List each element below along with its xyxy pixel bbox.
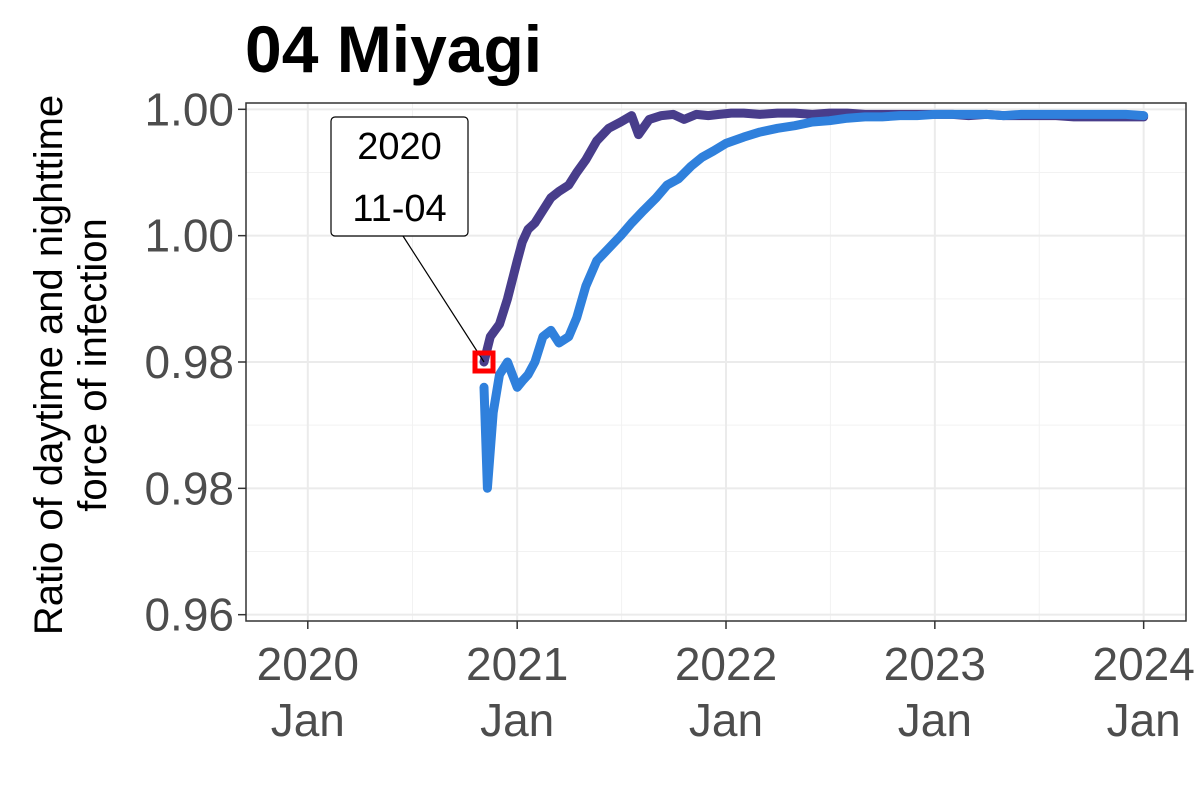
series-lines bbox=[479, 108, 1149, 493]
annotation-year: 2020 bbox=[357, 126, 442, 168]
y-axis-title: Ratio of daytime and nighttime force of … bbox=[27, 95, 115, 635]
x-tick-label-month: Jan bbox=[689, 694, 763, 746]
x-tick-label-year: 2023 bbox=[884, 638, 986, 690]
y-axis-title-line1: Ratio of daytime and nighttime bbox=[27, 95, 71, 635]
chart-title: 04 Miyagi bbox=[245, 12, 542, 86]
y-tick-label: 0.98 bbox=[144, 336, 234, 388]
annotation-leader-line bbox=[402, 235, 485, 363]
x-tick-label-month: Jan bbox=[480, 694, 554, 746]
x-tick-label-year: 2022 bbox=[675, 638, 777, 690]
annotation-month-day: 11-04 bbox=[352, 188, 446, 230]
x-tick-label-month: Jan bbox=[898, 694, 972, 746]
series-line-2 bbox=[479, 109, 1149, 493]
x-tick-label-year: 2024 bbox=[1092, 638, 1194, 690]
x-tick-label-year: 2021 bbox=[466, 638, 568, 690]
y-tick-label: 1.00 bbox=[144, 83, 234, 135]
date-annotation: 2020 11-04 bbox=[330, 116, 496, 374]
y-axis-ticks: 0.96 0.98 0.98 1.00 1.00 bbox=[144, 83, 246, 641]
y-tick-label: 1.00 bbox=[144, 210, 234, 262]
y-axis-title-line2: force of infection bbox=[71, 218, 115, 512]
x-tick-label-month: Jan bbox=[271, 694, 345, 746]
x-tick-label-year: 2020 bbox=[257, 638, 359, 690]
series-line-1 bbox=[479, 108, 1149, 367]
y-tick-label: 0.96 bbox=[144, 589, 234, 641]
annotation-label-box bbox=[330, 116, 469, 237]
x-tick-label-month: Jan bbox=[1107, 694, 1181, 746]
annotation-marker-square bbox=[472, 350, 496, 374]
y-tick-label: 0.98 bbox=[144, 462, 234, 514]
